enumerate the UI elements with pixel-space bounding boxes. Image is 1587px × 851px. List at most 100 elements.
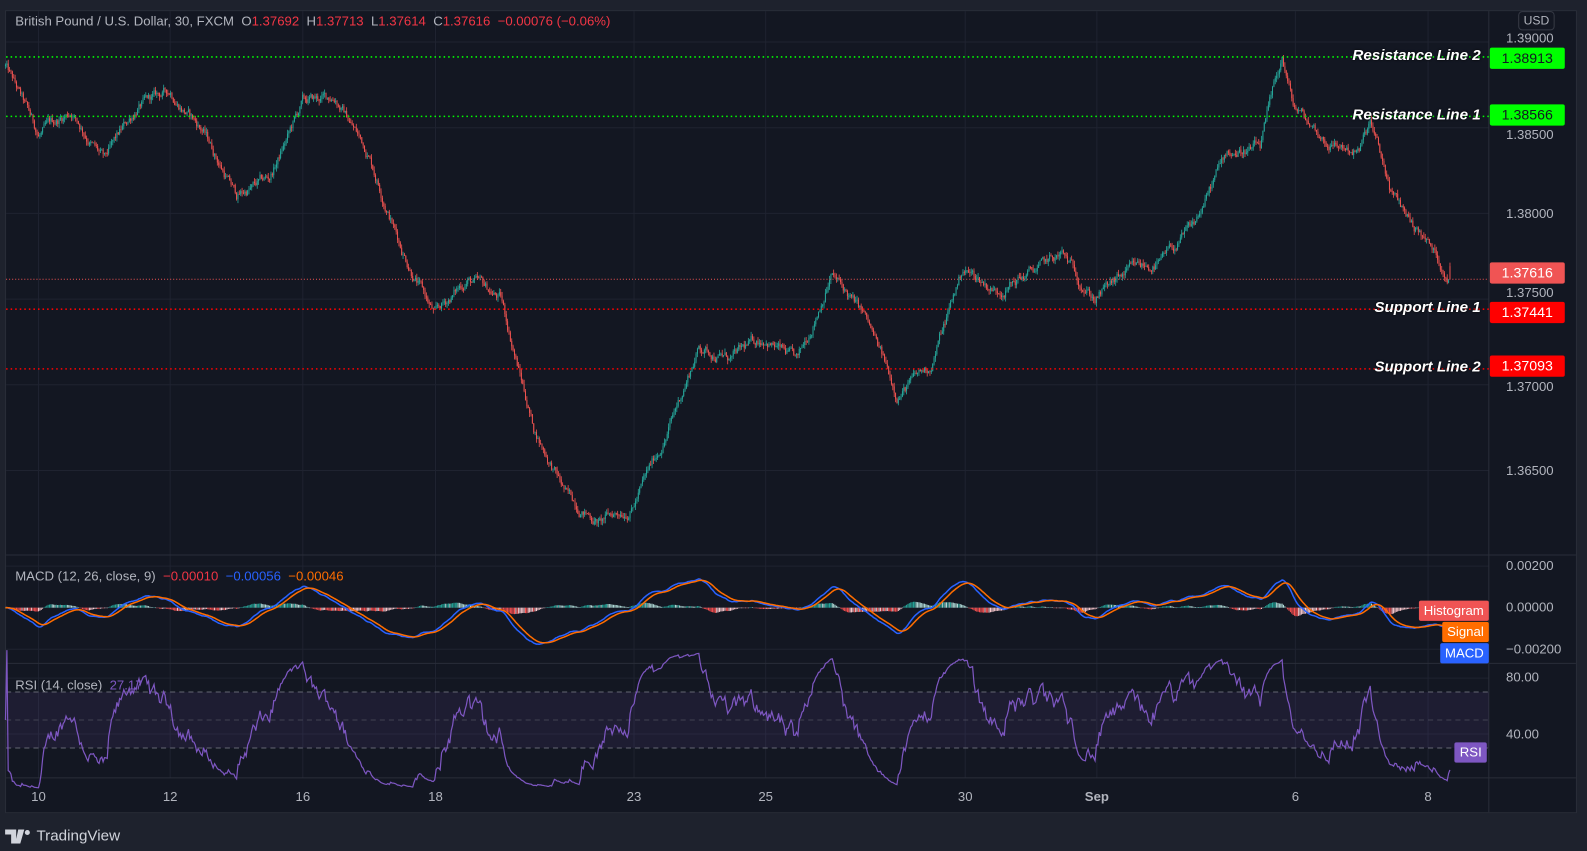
macd-histogram-bar	[523, 607, 525, 613]
macd-histogram-bar	[40, 607, 42, 610]
candle	[930, 370, 932, 373]
macd-histogram-bar	[1141, 607, 1143, 609]
macd-histogram-bar	[282, 603, 284, 608]
macd-line-value: −0.00056	[225, 568, 281, 584]
macd-histogram-bar	[1138, 607, 1140, 608]
macd-histogram-bar	[578, 607, 580, 608]
resistance-line-2-label[interactable]: Resistance Line 2	[1352, 46, 1481, 64]
candle	[1145, 265, 1147, 267]
candle	[1309, 124, 1311, 126]
candle	[392, 223, 394, 225]
candle	[769, 344, 771, 346]
support-line-2-label[interactable]: Support Line 2	[1374, 358, 1481, 376]
candle	[479, 276, 481, 278]
candle	[745, 345, 747, 348]
candle	[182, 109, 184, 112]
candle	[987, 288, 989, 290]
currency-button[interactable]: USD	[1518, 11, 1555, 31]
candle	[586, 513, 588, 515]
signal-label: Signal	[1442, 621, 1489, 643]
macd-histogram-bar	[1045, 606, 1047, 608]
candle	[54, 123, 56, 125]
resistance-line-1-label[interactable]: Resistance Line 1	[1352, 106, 1481, 124]
candle	[754, 343, 756, 345]
candle	[646, 469, 648, 475]
candle	[1095, 297, 1097, 303]
macd-histogram-bar	[93, 607, 95, 610]
support-line-1-label[interactable]: Support Line 1	[1374, 298, 1481, 316]
macd-histogram-bar	[1349, 606, 1351, 608]
macd-histogram-bar	[286, 603, 288, 608]
candle	[218, 162, 220, 165]
macd-histogram-bar	[1102, 605, 1104, 608]
candle	[731, 355, 733, 358]
macd-histogram-bar	[1053, 607, 1055, 609]
candle	[1281, 56, 1283, 64]
macd-histogram-bar	[500, 607, 502, 609]
macd-histogram-bar	[1084, 607, 1086, 612]
macd-histogram-bar	[655, 605, 657, 608]
candle	[606, 512, 608, 515]
macd-histogram-bar	[940, 602, 942, 608]
macd-histogram-bar	[170, 607, 172, 610]
candle	[1265, 118, 1267, 123]
rsi-legend[interactable]: RSI (14, close) 27.17	[15, 678, 142, 693]
candle	[890, 377, 892, 385]
candle	[549, 462, 551, 464]
macd-histogram-bar	[1146, 607, 1148, 609]
macd-histogram-bar	[260, 603, 262, 608]
candle	[596, 519, 598, 524]
macd-histogram-bar	[592, 605, 594, 608]
candle	[1205, 194, 1207, 199]
macd-histogram-bar	[1292, 607, 1294, 616]
macd-histogram-bar	[1137, 606, 1139, 608]
candle	[1091, 296, 1093, 298]
candle	[318, 99, 320, 102]
candle	[1027, 270, 1029, 275]
candle	[1175, 249, 1177, 251]
macd-histogram-bar	[859, 607, 861, 612]
macd-histogram-bar	[878, 607, 880, 612]
candle	[43, 124, 45, 128]
symbol-title[interactable]: British Pound / U.S. Dollar, 30, FXCM	[15, 13, 234, 29]
candle	[1007, 287, 1009, 290]
candle	[507, 321, 509, 331]
macd-legend[interactable]: MACD (12, 26, close, 9) −0.00010 −0.0005…	[15, 568, 343, 583]
macd-histogram-bar	[362, 607, 364, 611]
candle	[991, 287, 993, 292]
candle	[683, 390, 685, 397]
candle	[342, 106, 344, 108]
candle	[446, 303, 448, 305]
candle	[286, 133, 288, 140]
macd-histogram-bar	[947, 602, 949, 608]
macd-histogram-bar	[98, 607, 100, 609]
macd-histogram-bar	[1388, 607, 1390, 615]
candle	[205, 131, 207, 133]
macd-histogram-bar	[754, 607, 756, 609]
macd-histogram-bar	[687, 606, 689, 608]
macd-histogram-bar	[482, 607, 484, 608]
macd-histogram-bar	[478, 606, 480, 608]
chart-frame[interactable]	[5, 10, 1577, 814]
macd-histogram-bar	[782, 607, 784, 609]
candle	[703, 349, 705, 354]
candle	[1164, 253, 1166, 254]
macd-histogram-bar	[1186, 605, 1188, 608]
macd-signal-value: −0.00046	[288, 568, 344, 584]
candle	[546, 457, 549, 463]
macd-histogram-bar	[128, 604, 130, 608]
candle	[694, 361, 696, 367]
macd-histogram-bar	[1050, 607, 1052, 608]
candle	[1387, 177, 1389, 181]
tradingview-logo[interactable]: TradingView	[5, 827, 120, 845]
macd-histogram-bar	[570, 605, 572, 608]
candle	[347, 117, 349, 122]
macd-histogram-bar	[833, 603, 835, 608]
macd-histogram-bar	[906, 604, 908, 608]
macd-histogram-bar	[743, 607, 745, 609]
macd-histogram-bar	[25, 607, 27, 611]
candle	[595, 519, 597, 522]
macd-histogram-bar	[227, 607, 229, 609]
macd-histogram-bar	[302, 604, 304, 608]
